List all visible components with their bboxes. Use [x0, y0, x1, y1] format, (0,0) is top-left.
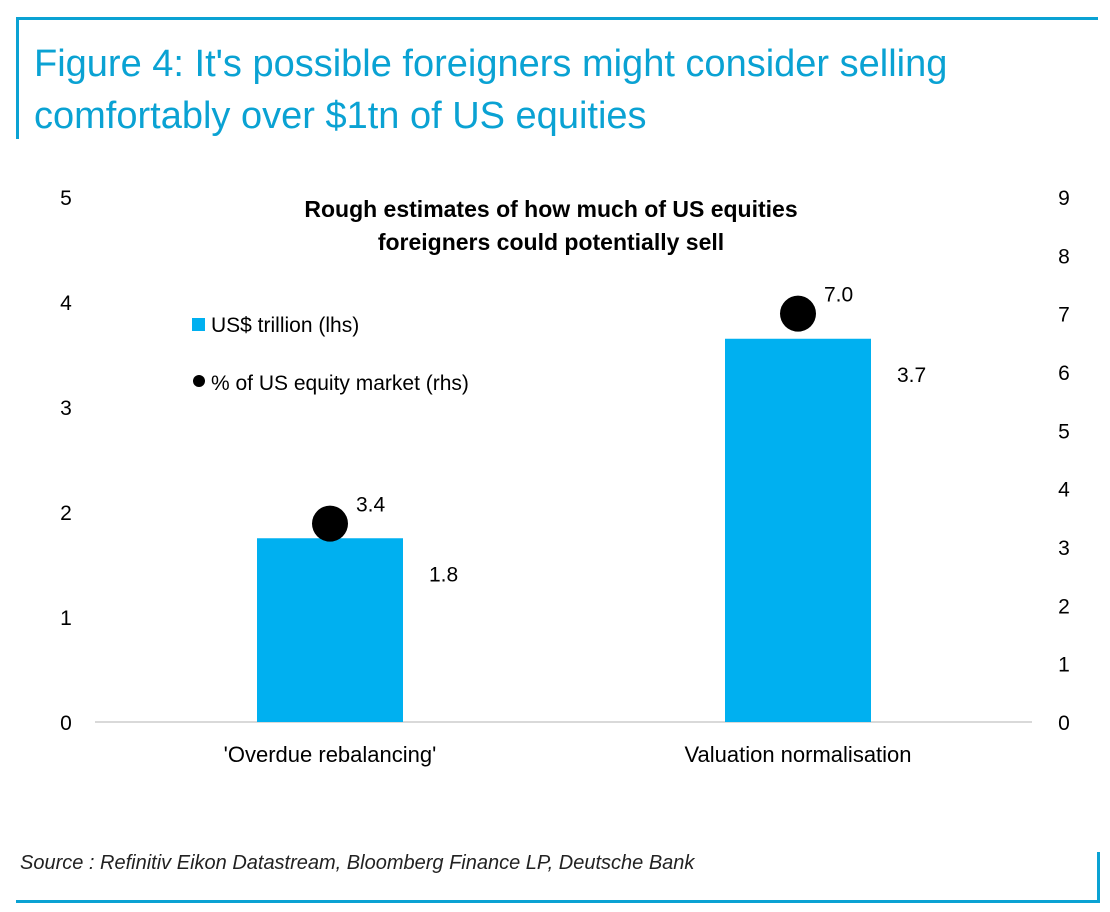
- left-axis-tick-label: 4: [60, 292, 72, 315]
- right-axis-tick-label: 5: [1058, 420, 1070, 443]
- category-label: 'Overdue rebalancing': [224, 742, 437, 767]
- right-axis-tick-label: 1: [1058, 654, 1070, 677]
- marker-point: [312, 505, 348, 542]
- markers: 3.4 7.0: [312, 284, 853, 542]
- left-axis-tick-label: 0: [60, 712, 72, 735]
- right-axis-tick-label: 8: [1058, 245, 1070, 268]
- figure-title-line-1: Figure 4: It's possible foreigners might…: [34, 43, 948, 85]
- left-rule: [16, 17, 19, 139]
- figure-title: Figure 4: It's possible foreigners might…: [34, 38, 1084, 142]
- right-axis-ticks: 0 1 2 3 4 5 6 7 8 9: [1058, 187, 1070, 735]
- bar-value-label: 3.7: [897, 364, 926, 387]
- marker-point: [780, 295, 816, 332]
- source-note: Source : Refinitiv Eikon Datastream, Blo…: [20, 852, 695, 874]
- marker-value-label: 3.4: [356, 494, 386, 517]
- left-axis-tick-label: 5: [60, 187, 72, 210]
- marker-value-label: 7.0: [824, 284, 853, 307]
- right-axis-tick-label: 0: [1058, 712, 1070, 735]
- bars: 1.8 3.7: [257, 338, 926, 722]
- left-axis-tick-label: 3: [60, 397, 72, 420]
- chart: Rough estimates of how much of US equiti…: [60, 187, 1070, 767]
- bar-value-label: 1.8: [429, 563, 458, 586]
- left-axis-ticks: 0 1 2 3 4 5: [60, 187, 72, 735]
- bottom-rule: [16, 900, 1100, 903]
- right-rule: [1097, 852, 1100, 903]
- legend-bar-label: US$ trillion (lhs): [211, 314, 359, 337]
- figure-title-line-2: comfortably over $1tn of US equities: [34, 95, 647, 137]
- legend-marker-label: % of US equity market (rhs): [211, 372, 469, 395]
- right-axis-tick-label: 7: [1058, 304, 1070, 327]
- right-axis-tick-label: 3: [1058, 537, 1070, 560]
- category-labels: 'Overdue rebalancing' Valuation normalisa…: [224, 742, 912, 767]
- left-axis-tick-label: 1: [60, 607, 72, 630]
- legend-bar-swatch: [192, 318, 205, 331]
- left-axis-tick-label: 2: [60, 502, 72, 525]
- right-axis-tick-label: 6: [1058, 362, 1070, 385]
- right-axis-tick-label: 2: [1058, 595, 1070, 618]
- chart-title-line-2: foreigners could potentially sell: [378, 229, 724, 255]
- category-label: Valuation normalisation: [684, 742, 911, 767]
- top-rule: [16, 17, 1098, 20]
- legend: US$ trillion (lhs) % of US equity market…: [192, 314, 469, 395]
- bar: [257, 538, 403, 722]
- right-axis-tick-label: 9: [1058, 187, 1070, 210]
- bar: [725, 338, 871, 722]
- legend-marker-swatch: [193, 375, 205, 387]
- right-axis-tick-label: 4: [1058, 479, 1070, 502]
- chart-title-line-1: Rough estimates of how much of US equiti…: [304, 196, 797, 222]
